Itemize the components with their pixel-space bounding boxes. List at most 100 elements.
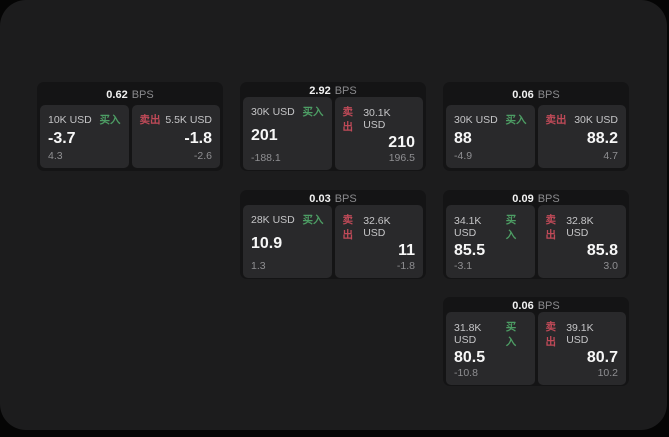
bps-value: 2.92 [309, 85, 331, 97]
sell-tile[interactable]: 卖出 32.6K USD 11 -1.8 [334, 205, 423, 278]
bps-value: 0.06 [512, 89, 534, 101]
buy-price: 10.9 [251, 234, 283, 252]
quote-body: 10K USD 买入 -3.7 4.3 卖出 5.5K USD -1.8 -2.… [40, 105, 220, 168]
sell-notional: 32.6K USD [363, 215, 391, 239]
bps-value: 0.62 [106, 89, 128, 101]
quote-body: 30K USD 买入 88 -4.9 卖出 30K USD 88.2 4.7 [446, 105, 626, 168]
sell-tile-top: 卖出 5.5K USD [140, 112, 213, 127]
buy-price: 201 [251, 126, 278, 144]
buy-notional: 30K USD [251, 105, 295, 118]
spread-header: 0.62 BPS [40, 85, 220, 105]
buy-tag: 买入 [302, 106, 324, 118]
sell-price: 85.8 [586, 242, 618, 259]
buy-notional: 10K USD [48, 113, 92, 126]
sell-notional: 32.8K USD [566, 215, 594, 239]
buy-tile-top: 28K USD 买入 [251, 212, 324, 227]
spread-header: 2.92 BPS [243, 85, 423, 97]
bps-unit: BPS [537, 193, 560, 205]
sell-price: -1.8 [184, 129, 212, 147]
buy-tile[interactable]: 30K USD 买入 88 -4.9 [446, 105, 535, 168]
buy-tag: 买入 [302, 214, 324, 226]
buy-tag: 买入 [505, 214, 517, 241]
sell-notional: 39.1K USD [566, 322, 594, 346]
sell-tile[interactable]: 卖出 5.5K USD -1.8 -2.6 [131, 105, 220, 168]
spread-header: 0.03 BPS [243, 193, 423, 205]
sell-change: 3.0 [603, 259, 618, 272]
sell-tag: 卖出 [342, 106, 354, 133]
sell-notional: 30.1K USD [363, 107, 391, 131]
buy-tag: 买入 [99, 114, 121, 126]
buy-tile-top: 30K USD 买入 [454, 112, 527, 127]
sell-tile[interactable]: 卖出 30.1K USD 210 196.5 [334, 97, 423, 170]
sell-change: -1.8 [396, 259, 415, 272]
buy-change: -4.9 [454, 150, 473, 162]
sell-notional: 30K USD [574, 113, 618, 126]
sell-change: 4.7 [603, 150, 618, 162]
bps-unit: BPS [537, 300, 560, 312]
buy-price: 80.5 [454, 349, 486, 366]
sell-tag: 卖出 [139, 114, 161, 126]
sell-tile[interactable]: 卖出 39.1K USD 80.7 10.2 [537, 312, 626, 385]
buy-notional: 30K USD [454, 113, 498, 126]
buy-price: 88 [454, 129, 472, 147]
sell-change: -2.6 [193, 150, 212, 162]
sell-price: 80.7 [586, 349, 618, 366]
buy-tile[interactable]: 30K USD 买入 201 -188.1 [243, 97, 332, 170]
buy-tile[interactable]: 34.1K USD 买入 85.5 -3.1 [446, 205, 535, 278]
buy-tag: 买入 [505, 321, 517, 348]
quote-body: 30K USD 买入 201 -188.1 卖出 30.1K USD 210 1… [243, 97, 423, 170]
sell-change: 196.5 [388, 151, 415, 164]
bps-value: 0.03 [309, 193, 331, 205]
buy-tile-top: 30K USD 买入 [251, 104, 324, 119]
spread-header: 0.06 BPS [446, 85, 626, 105]
spread-card: 0.06 BPS 30K USD 买入 88 -4.9 卖出 30K USD 8… [443, 82, 629, 171]
spread-card: 0.03 BPS 28K USD 买入 10.9 1.3 卖出 32.6K US… [240, 190, 426, 279]
sell-price: 11 [398, 242, 415, 259]
sell-tile[interactable]: 卖出 32.8K USD 85.8 3.0 [537, 205, 626, 278]
buy-price: 85.5 [454, 242, 486, 259]
buy-change: -3.1 [454, 259, 473, 272]
buy-tile-top: 31.8K USD 买入 [454, 319, 527, 349]
quote-body: 31.8K USD 买入 80.5 -10.8 卖出 39.1K USD 80.… [446, 312, 626, 385]
buy-change: 4.3 [48, 150, 63, 162]
sell-tag: 卖出 [545, 114, 567, 126]
sell-tile-top: 卖出 39.1K USD [546, 319, 619, 349]
sell-notional: 5.5K USD [165, 113, 212, 126]
spread-card: 2.92 BPS 30K USD 买入 201 -188.1 卖出 30.1K … [240, 82, 426, 171]
sell-tile[interactable]: 卖出 30K USD 88.2 4.7 [537, 105, 626, 168]
buy-notional: 31.8K USD [454, 322, 482, 346]
sell-change: 10.2 [597, 366, 618, 379]
bps-unit: BPS [334, 85, 357, 97]
buy-tag: 买入 [505, 114, 527, 126]
bps-unit: BPS [537, 89, 560, 101]
sell-tile-top: 卖出 30.1K USD [343, 104, 416, 134]
spread-card: 0.62 BPS 10K USD 买入 -3.7 4.3 卖出 5.5K USD… [37, 82, 223, 171]
sell-price: 210 [388, 134, 415, 151]
buy-tile[interactable]: 10K USD 买入 -3.7 4.3 [40, 105, 129, 168]
sell-tile-top: 卖出 32.6K USD [343, 212, 416, 242]
sell-tag: 卖出 [545, 214, 557, 241]
sell-tile-top: 卖出 30K USD [546, 112, 619, 127]
quote-body: 28K USD 买入 10.9 1.3 卖出 32.6K USD 11 -1.8 [243, 205, 423, 278]
buy-notional: 28K USD [251, 213, 295, 226]
buy-change: -188.1 [251, 151, 281, 164]
buy-tile-top: 34.1K USD 买入 [454, 212, 527, 242]
buy-notional: 34.1K USD [454, 215, 482, 239]
bps-unit: BPS [131, 89, 154, 101]
buy-change: -10.8 [454, 366, 478, 379]
spread-card: 0.06 BPS 31.8K USD 买入 80.5 -10.8 卖出 39.1… [443, 297, 629, 386]
spread-card: 0.09 BPS 34.1K USD 买入 85.5 -3.1 卖出 32.8K… [443, 190, 629, 279]
buy-change: 1.3 [251, 259, 266, 272]
sell-tile-top: 卖出 32.8K USD [546, 212, 619, 242]
spread-header: 0.06 BPS [446, 300, 626, 312]
buy-tile[interactable]: 31.8K USD 买入 80.5 -10.8 [446, 312, 535, 385]
buy-tile[interactable]: 28K USD 买入 10.9 1.3 [243, 205, 332, 278]
spread-header: 0.09 BPS [446, 193, 626, 205]
sell-price: 88.2 [586, 129, 618, 147]
bps-value: 0.09 [512, 193, 534, 205]
bps-value: 0.06 [512, 300, 534, 312]
buy-price: -3.7 [48, 129, 76, 147]
bps-unit: BPS [334, 193, 357, 205]
